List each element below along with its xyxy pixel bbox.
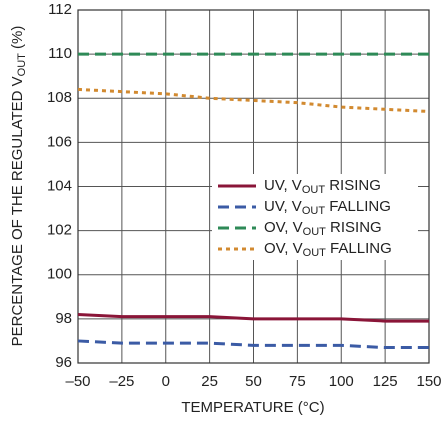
y-tick-label: 110 — [48, 45, 72, 62]
y-tick-label: 98 — [55, 310, 72, 327]
x-tick-label: 50 — [245, 373, 262, 390]
y-tick-label: 108 — [47, 89, 72, 106]
legend-label: OV, VOUT RISING — [264, 219, 382, 238]
data-line — [77, 87, 430, 113]
y-tick-label: 104 — [47, 177, 72, 194]
x-axis-label: TEMPERATURE (°C) — [181, 399, 324, 416]
legend-label: UV, VOUT FALLING — [264, 198, 391, 217]
legend-box — [212, 174, 418, 260]
x-tick-label: –25 — [109, 373, 134, 390]
x-tick-label: 125 — [373, 373, 398, 390]
y-axis-label: PERCENTAGE OF THE REGULATED VOUT (%) — [9, 26, 28, 347]
x-tick-label: 75 — [289, 373, 306, 390]
data-line — [77, 339, 429, 350]
y-tick-label: 96 — [55, 354, 72, 371]
x-tick-label: –50 — [65, 373, 90, 390]
legend-label: OV, VOUT FALLING — [264, 240, 392, 259]
y-tick-label: 100 — [47, 266, 72, 283]
y-tick-label: 102 — [47, 222, 72, 239]
y-tick-label: 106 — [47, 133, 72, 150]
legend-label: UV, VOUT RISING — [264, 177, 381, 196]
plot-frame — [77, 9, 430, 364]
x-tick-label: 25 — [201, 373, 218, 390]
x-tick-label: 0 — [162, 373, 170, 390]
data-line — [77, 312, 429, 323]
y-tick-label: 112 — [48, 1, 72, 18]
x-tick-label: 150 — [416, 373, 441, 390]
x-tick-label: 100 — [329, 373, 354, 390]
